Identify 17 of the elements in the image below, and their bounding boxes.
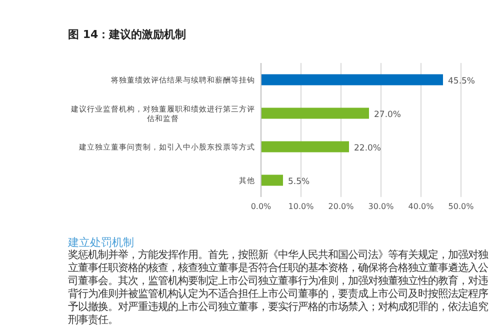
- data-label: 27.0%: [374, 110, 402, 120]
- text: 建立处罚机制: [68, 236, 135, 249]
- bar: [261, 74, 443, 86]
- bar: [261, 141, 349, 152]
- x-tick-label: 40.0%: [408, 202, 434, 211]
- x-tick-label: 50.0%: [448, 202, 474, 211]
- text: 图 14：建议的激励机制: [68, 28, 186, 41]
- data-label: 45.5%: [448, 76, 476, 86]
- data-label: 22.0%: [354, 143, 382, 154]
- x-tick-label: 0.0%: [250, 202, 272, 211]
- bar: [261, 108, 369, 119]
- x-tick-label: 10.0%: [288, 202, 314, 211]
- x-tick-label: 20.0%: [328, 202, 354, 211]
- bar: [261, 174, 283, 186]
- data-label: 5.5%: [288, 176, 310, 187]
- x-tick-label: 30.0%: [368, 202, 394, 211]
- text: 奖惩机制并举，方能发挥作用。首先，按照新《中华人民共和国公司法》等有关规定，加强对独立董事任职资格的核查，核查独立董事是否符合任职的基本资格，确保将合格独立董事遴选入公司董事会。其次，监管机构要制定上市公司独立董事行为准则，加强对独董独立性的教育，对违背行为准则并被监管机构认定为不适合担任上市公司董事的，要责成上市公司及时按照法定程序予以撤换。对严重违规的上市公司独立董事，要实行严格的市场禁入；对构成犯罪的，依法追究刑事责任。: [68, 249, 488, 327]
